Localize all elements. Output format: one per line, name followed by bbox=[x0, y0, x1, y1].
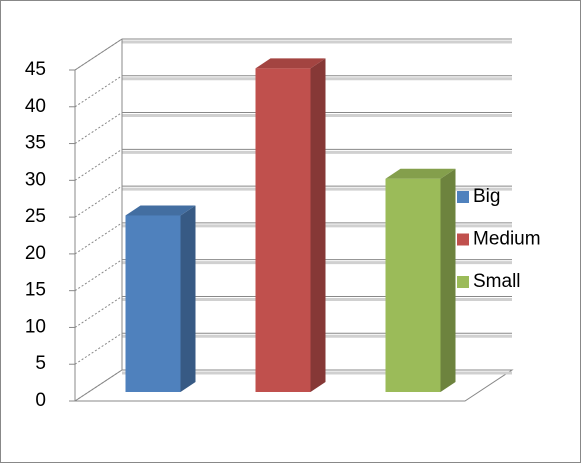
y-tick-label: 5 bbox=[35, 353, 46, 374]
y-tick-label: 0 bbox=[35, 390, 46, 411]
side-grid-line bbox=[74, 259, 123, 292]
side-grid-line bbox=[74, 332, 123, 365]
y-tick-label: 20 bbox=[25, 243, 46, 264]
bar bbox=[125, 215, 181, 392]
bar-side bbox=[440, 168, 456, 392]
side-grid-line bbox=[74, 296, 123, 328]
side-grid-line bbox=[74, 369, 123, 402]
side-grid-line bbox=[74, 75, 123, 108]
legend-label: Medium bbox=[473, 229, 541, 250]
y-tick-label: 35 bbox=[25, 133, 46, 154]
side-grid-line bbox=[74, 185, 123, 218]
legend-label: Small bbox=[473, 271, 521, 292]
side-grid-line bbox=[74, 148, 123, 181]
side-grid-line bbox=[74, 112, 123, 144]
y-tick-label: 30 bbox=[25, 169, 46, 190]
legend-key bbox=[457, 276, 469, 288]
bar bbox=[385, 178, 441, 392]
bar-top bbox=[255, 58, 326, 69]
legend-key bbox=[457, 233, 469, 246]
y-tick-label: 40 bbox=[25, 96, 46, 117]
y-tick-label: 25 bbox=[25, 206, 46, 227]
legend-key bbox=[457, 191, 469, 203]
legend-label: Big bbox=[473, 186, 500, 207]
bar-top bbox=[125, 205, 196, 216]
side-grid-line bbox=[74, 222, 123, 255]
y-tick-label: 10 bbox=[25, 316, 46, 337]
bar-side bbox=[180, 205, 196, 392]
side-wall-top bbox=[74, 38, 123, 71]
y-tick-label: 15 bbox=[25, 280, 46, 301]
bar-top bbox=[385, 168, 456, 179]
bar-side bbox=[310, 58, 326, 392]
y-tick-label: 45 bbox=[25, 59, 46, 80]
bar bbox=[255, 68, 311, 392]
